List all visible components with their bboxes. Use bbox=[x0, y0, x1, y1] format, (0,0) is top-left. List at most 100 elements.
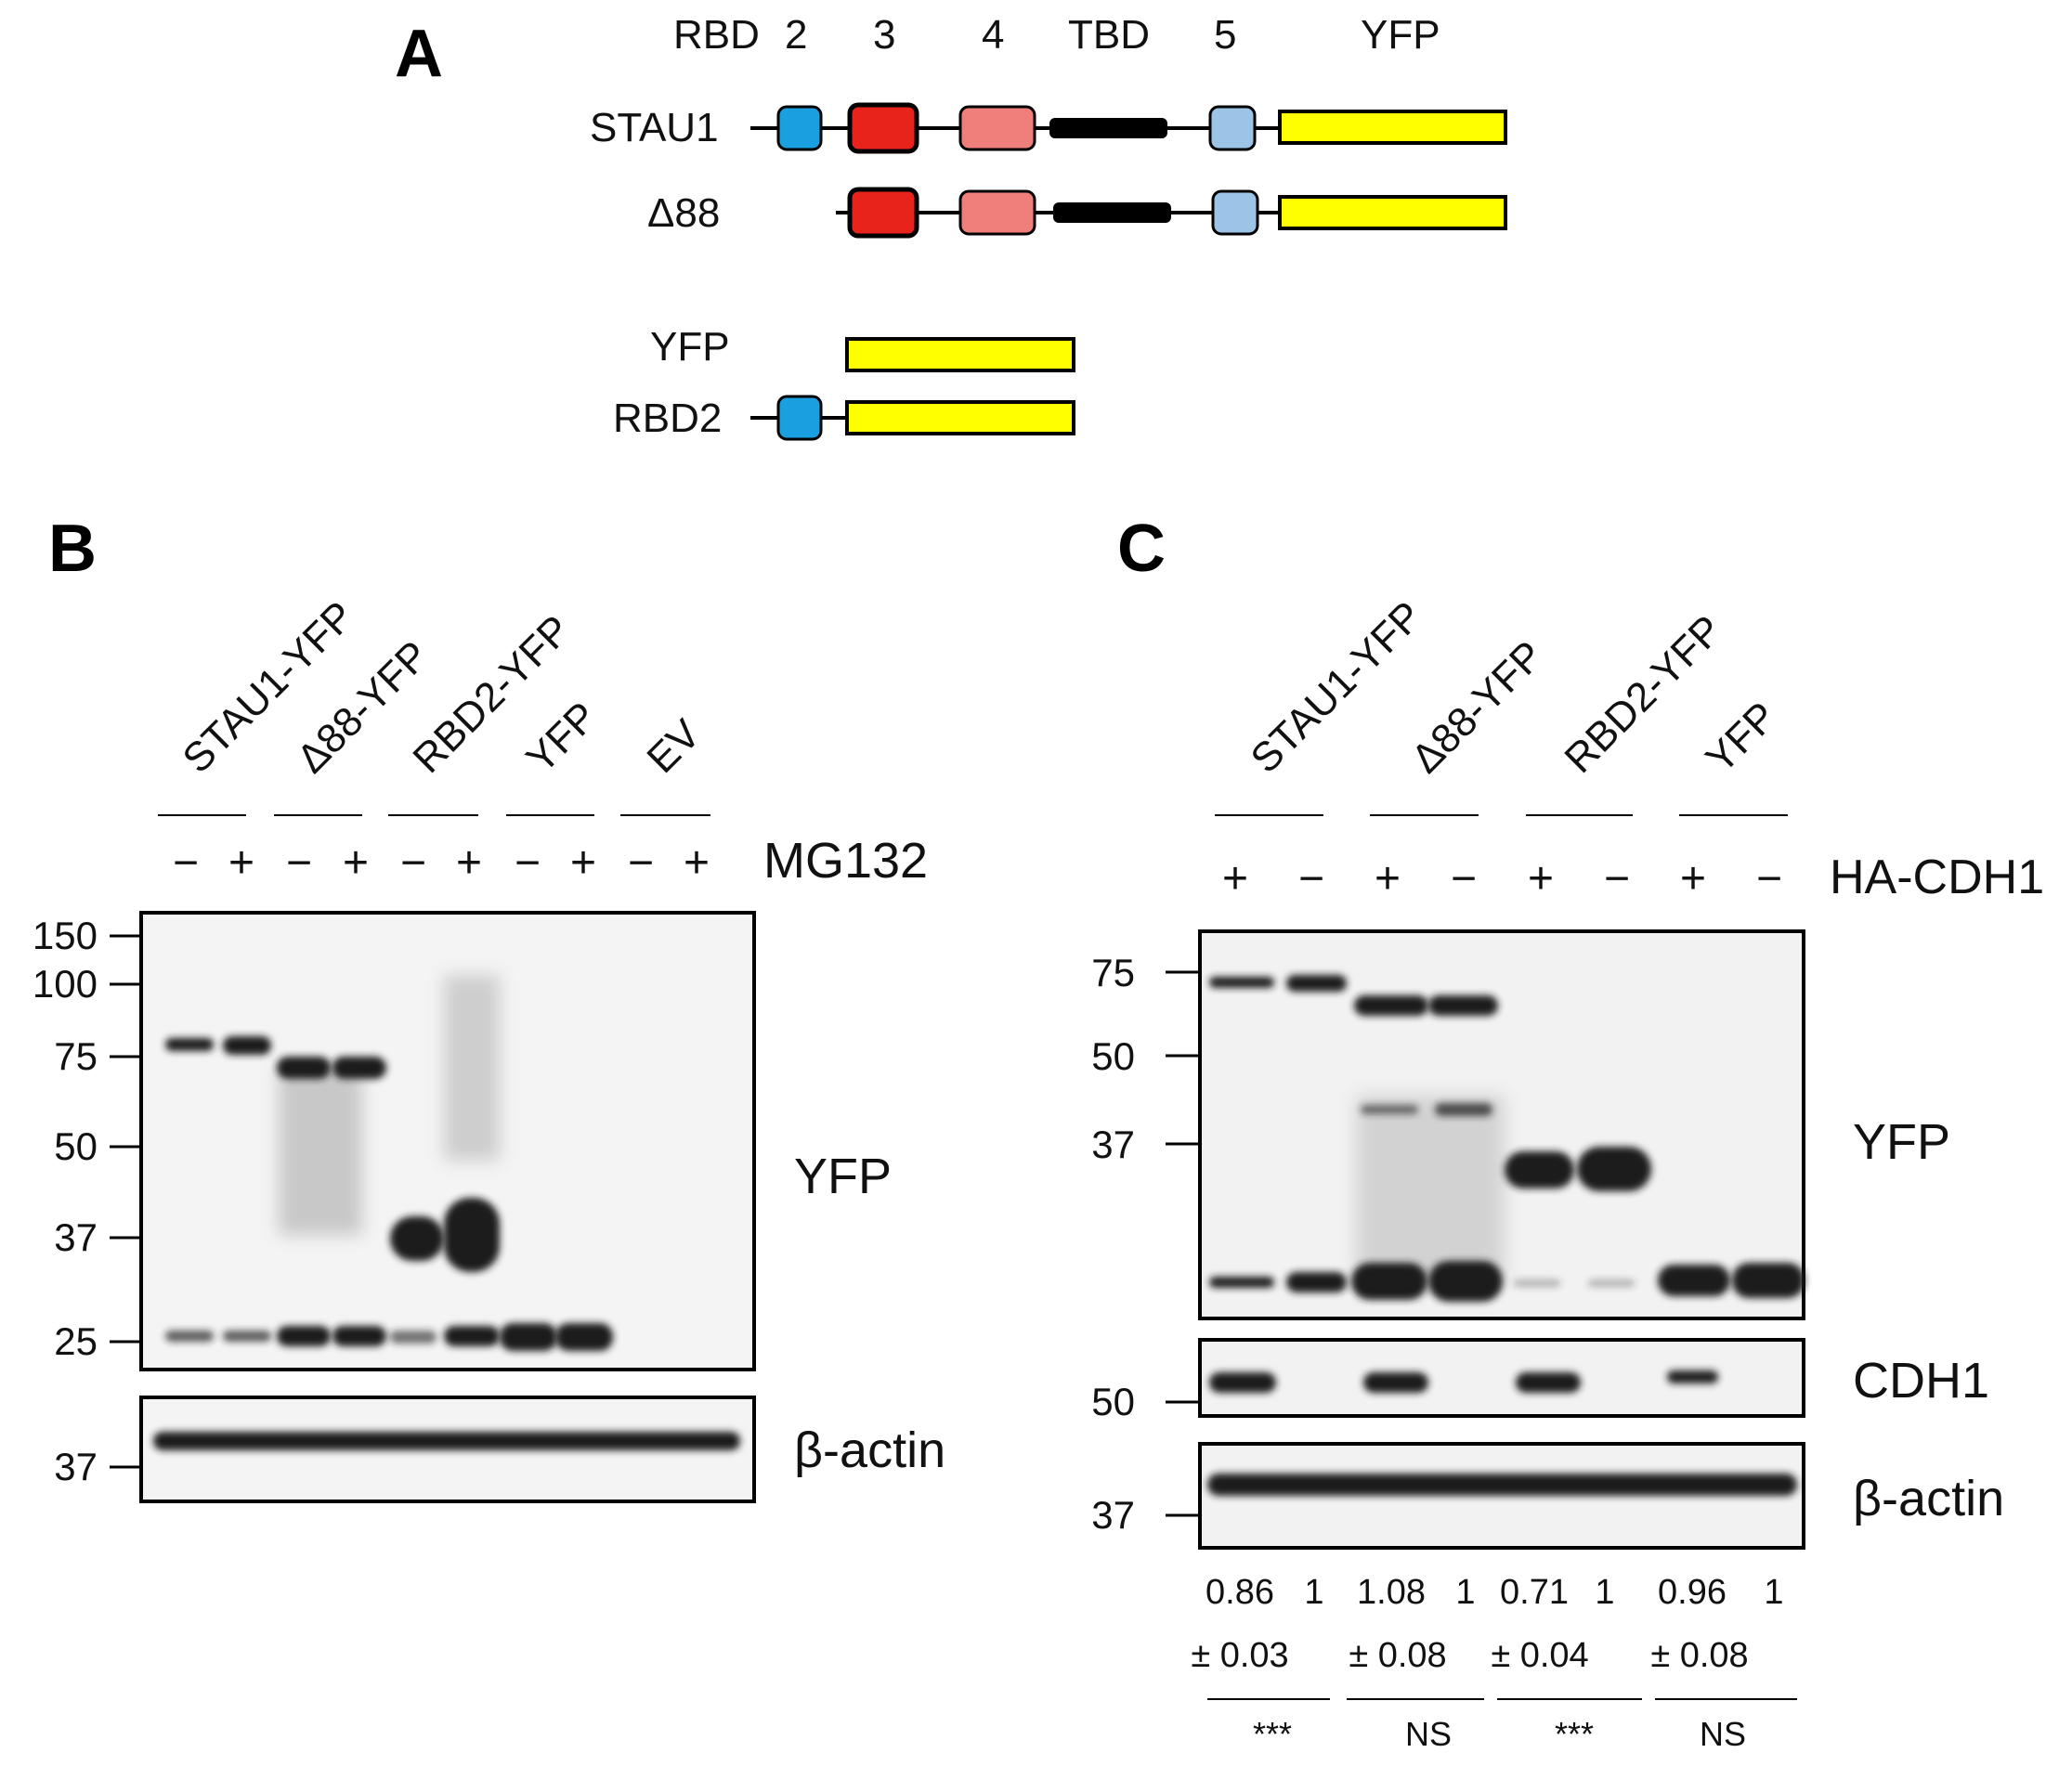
rbd3-domain bbox=[847, 187, 919, 239]
bands bbox=[1209, 975, 1805, 1302]
smear-band bbox=[444, 975, 500, 1161]
marker-label: 37 bbox=[54, 1445, 98, 1488]
treatment-sign: − bbox=[1604, 854, 1630, 903]
band-low bbox=[1286, 1272, 1347, 1292]
treatment-sign: − bbox=[1451, 854, 1477, 903]
quant-error: ± 0.08 bbox=[1349, 1636, 1446, 1675]
rbd2-domain bbox=[776, 395, 823, 441]
panel-c: C STAU1-YFP Δ88-YFP RBD2-YFP YFP + − + −… bbox=[1091, 512, 2044, 1753]
rbd5-domain bbox=[1208, 105, 1257, 151]
bands bbox=[165, 1036, 613, 1351]
markers-b-yfp: 150 100 75 50 37 25 bbox=[33, 914, 141, 1363]
band-low bbox=[1514, 1279, 1560, 1287]
domain-header-yfp: YFP bbox=[1361, 12, 1440, 58]
quantification: 0.86 1 1.08 1 0.71 1 0.96 1 ± 0.03 ± 0.0… bbox=[1191, 1573, 1797, 1753]
marker-label: 50 bbox=[54, 1124, 98, 1168]
blot-c-cdh1 bbox=[1198, 1338, 1805, 1418]
blot-label: CDH1 bbox=[1853, 1353, 1989, 1409]
blot-label: β-actin bbox=[794, 1422, 945, 1478]
band-yfp-25 bbox=[555, 1323, 613, 1351]
rbd2-domain bbox=[776, 105, 823, 151]
marker-label: 75 bbox=[54, 1034, 98, 1078]
ha-cdh1-signs: + − + − + − + − HA-CDH1 bbox=[1222, 851, 2044, 904]
marker-label: 50 bbox=[1091, 1380, 1135, 1423]
band-25 bbox=[165, 1331, 214, 1342]
blot-c-yfp bbox=[1198, 929, 1805, 1320]
blot-b-actin bbox=[139, 1396, 756, 1503]
yfp-domain bbox=[1278, 195, 1507, 230]
quant-value: 1 bbox=[1455, 1573, 1475, 1612]
band-25 bbox=[444, 1326, 500, 1346]
construct-yfp: YFP bbox=[650, 324, 1075, 372]
band-25 bbox=[223, 1331, 271, 1342]
domain-header-3: 3 bbox=[873, 12, 895, 58]
band-low bbox=[1351, 1263, 1427, 1300]
treatment-sign: − bbox=[515, 838, 541, 888]
marker-label: 25 bbox=[54, 1319, 98, 1363]
lane-group-label: EV bbox=[638, 710, 710, 782]
quant-error: ± 0.04 bbox=[1491, 1636, 1588, 1675]
domain-header-5: 5 bbox=[1214, 12, 1236, 58]
band-25 bbox=[277, 1326, 331, 1346]
panel-b: B STAU1-YFP Δ88-YFP RBD2-YFP YFP EV − + … bbox=[33, 512, 945, 1503]
construct-label: YFP bbox=[650, 324, 730, 370]
treatment-sign: − bbox=[1756, 854, 1782, 903]
band-d88-minor bbox=[1361, 1105, 1418, 1114]
quant-value: 1 bbox=[1764, 1573, 1783, 1612]
yfp-domain bbox=[845, 400, 1075, 435]
domain-header-tbd: TBD bbox=[1068, 12, 1150, 58]
bands bbox=[1209, 1370, 1718, 1393]
treatment-sign: + bbox=[1680, 854, 1706, 903]
treatment-sign: − bbox=[286, 838, 312, 888]
quant-value: 0.86 bbox=[1205, 1573, 1274, 1612]
treatment-sign: + bbox=[1222, 854, 1248, 903]
significance-label: *** bbox=[1555, 1715, 1594, 1753]
smear-band bbox=[1356, 1096, 1505, 1281]
actin-band bbox=[1207, 1474, 1797, 1496]
construct-delta88: Δ88 bbox=[647, 187, 1507, 239]
marker-label: 37 bbox=[1091, 1123, 1135, 1166]
panel-b-letter: B bbox=[48, 512, 97, 586]
significance-label: *** bbox=[1253, 1715, 1292, 1753]
blot-c-actin bbox=[1198, 1442, 1805, 1550]
quant-error: ± 0.03 bbox=[1191, 1636, 1288, 1675]
band-d88-72 bbox=[277, 1057, 331, 1079]
quant-value: 1 bbox=[1595, 1573, 1614, 1612]
marker-label: 37 bbox=[54, 1215, 98, 1259]
marker-label: 75 bbox=[1091, 951, 1135, 994]
treatment-sign: + bbox=[456, 838, 482, 888]
treatment-sign: + bbox=[228, 838, 254, 888]
domain-header-4: 4 bbox=[982, 12, 1004, 58]
treatment-sign: − bbox=[1298, 854, 1324, 903]
panel-c-letter: C bbox=[1117, 512, 1166, 586]
construct-label: STAU1 bbox=[590, 105, 719, 150]
quant-value: 1.08 bbox=[1357, 1573, 1426, 1612]
significance-label: NS bbox=[1405, 1715, 1452, 1753]
panel-a-letter: A bbox=[395, 17, 443, 91]
yfp-domain bbox=[845, 337, 1075, 372]
marker-label: 150 bbox=[33, 914, 98, 957]
band-rbd2 bbox=[1577, 1147, 1651, 1191]
domain-header-2: 2 bbox=[785, 12, 807, 58]
blot-label: YFP bbox=[1853, 1114, 1950, 1170]
construct-label: RBD2 bbox=[613, 396, 722, 441]
actin-band bbox=[153, 1432, 740, 1450]
treatment-label: HA-CDH1 bbox=[1830, 851, 2044, 904]
construct-rbd2: RBD2 bbox=[613, 395, 1075, 441]
smear bbox=[1356, 1096, 1505, 1281]
smear-band bbox=[279, 1068, 362, 1235]
band-yfp bbox=[1658, 1265, 1730, 1296]
smear bbox=[279, 975, 500, 1235]
band-stau1-75 bbox=[223, 1036, 271, 1055]
band-d88-minor bbox=[1435, 1103, 1492, 1116]
treatment-sign: − bbox=[173, 838, 199, 888]
band-low bbox=[1209, 1277, 1274, 1288]
rbd4-domain bbox=[958, 189, 1036, 236]
treatment-sign: + bbox=[343, 838, 369, 888]
treatment-sign: + bbox=[684, 838, 710, 888]
blot-label: β-actin bbox=[1853, 1471, 2004, 1526]
band-rbd2-37 bbox=[444, 1198, 500, 1272]
treatment-sign: − bbox=[628, 838, 654, 888]
band-d88 bbox=[1428, 995, 1498, 1016]
